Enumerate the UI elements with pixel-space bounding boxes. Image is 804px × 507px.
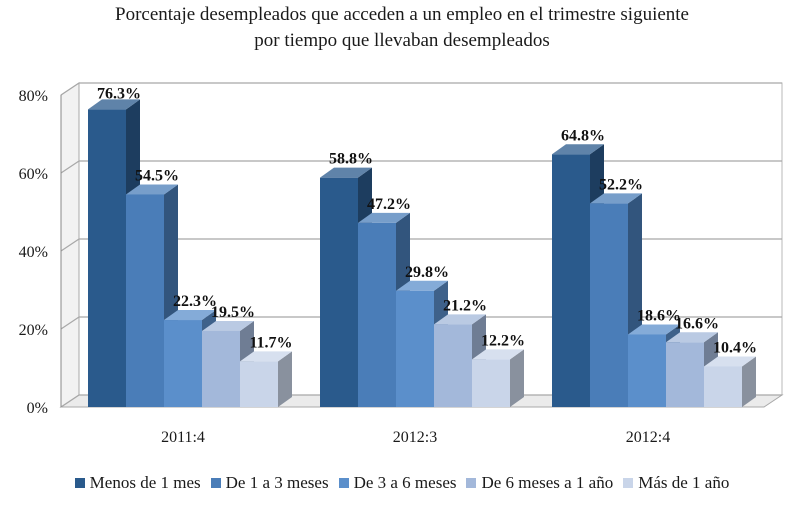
bar: [704, 366, 742, 407]
legend-item: Menos de 1 mes: [74, 473, 201, 493]
x-tick-label: 2012:3: [393, 429, 437, 446]
y-tick-label: 0%: [27, 400, 48, 417]
bar: [164, 320, 202, 407]
legend-item: Más de 1 año: [623, 473, 729, 493]
y-tick-label: 40%: [19, 244, 48, 261]
gridline: [60, 82, 782, 96]
data-label: 64.8%: [561, 127, 605, 144]
data-label: 18.6%: [637, 307, 681, 324]
data-label: 10.4%: [713, 339, 757, 356]
bar: [202, 330, 240, 407]
y-tick-label: 60%: [19, 166, 48, 183]
x-tick-label: 2012:4: [626, 429, 670, 446]
bar-side: [510, 349, 524, 407]
bar: [396, 290, 434, 407]
legend-swatch: [74, 478, 85, 488]
legend-swatch: [210, 478, 221, 488]
bar-top: [472, 349, 524, 360]
bar: [320, 177, 358, 407]
chart-title-line-1: Porcentaje desempleados que acceden a un…: [115, 4, 689, 25]
chart-legend: Menos de 1 mes De 1 a 3 meses De 3 a 6 mes…: [0, 471, 804, 495]
bar-side: [742, 356, 756, 407]
legend-swatch: [466, 478, 477, 488]
bar-top: [704, 356, 756, 367]
bar-top: [434, 314, 486, 325]
bar: [590, 203, 628, 407]
bar-top: [666, 332, 718, 343]
bar: [666, 342, 704, 407]
bar-top: [240, 351, 292, 362]
bar-top: [88, 99, 140, 110]
gridline: [60, 394, 782, 408]
chart-title-line-2: por tiempo que llevaban desempleados: [254, 30, 550, 51]
bar-top: [320, 167, 372, 178]
data-label: 58.8%: [329, 151, 373, 168]
data-label: 54.5%: [135, 167, 179, 184]
legend-item: De 3 a 6 meses: [338, 473, 457, 493]
bar-side: [278, 351, 292, 407]
legend-label: Más de 1 año: [638, 473, 730, 492]
bar-top: [552, 144, 604, 155]
data-label: 47.2%: [367, 196, 411, 213]
legend-label: De 1 a 3 meses: [225, 473, 329, 492]
data-label: 52.2%: [599, 176, 643, 193]
legend-label: De 3 a 6 meses: [353, 473, 457, 492]
bar: [552, 154, 590, 407]
data-label: 29.8%: [405, 264, 449, 281]
bar-top: [126, 184, 178, 195]
data-label: 76.3%: [97, 85, 141, 102]
legend-swatch: [338, 478, 349, 488]
bar-top: [202, 320, 254, 331]
legend-label: Menos de 1 mes: [89, 473, 201, 492]
bar: [434, 324, 472, 407]
gridline: [60, 316, 782, 330]
legend-item: De 6 meses a 1 año: [466, 473, 613, 493]
data-label: 11.7%: [249, 334, 292, 351]
data-label: 22.3%: [173, 293, 217, 310]
y-tick-label: 80%: [19, 88, 48, 105]
bar: [472, 359, 510, 407]
legend-item: De 1 a 3 meses: [210, 473, 329, 493]
bar-top: [628, 324, 680, 335]
gridline: [60, 238, 782, 252]
data-label: 12.2%: [481, 332, 525, 349]
bar-top: [396, 280, 448, 291]
data-label: 16.6%: [675, 315, 719, 332]
x-tick-label: 2011:4: [161, 429, 205, 446]
bar: [358, 222, 396, 407]
bar-top: [358, 212, 410, 223]
data-label: 21.2%: [443, 297, 487, 314]
gridline: [60, 160, 782, 174]
chart-title: Porcentaje desempleados que acceden a un…: [0, 2, 804, 54]
bar: [126, 194, 164, 407]
bar: [88, 109, 126, 408]
bar: [240, 361, 278, 407]
bar: [628, 334, 666, 407]
bar-top: [590, 193, 642, 204]
legend-label: De 6 meses a 1 año: [481, 473, 614, 492]
bar-top: [164, 310, 216, 321]
y-tick-label: 20%: [19, 322, 48, 339]
data-label: 19.5%: [211, 304, 255, 321]
legend-swatch: [623, 478, 634, 488]
